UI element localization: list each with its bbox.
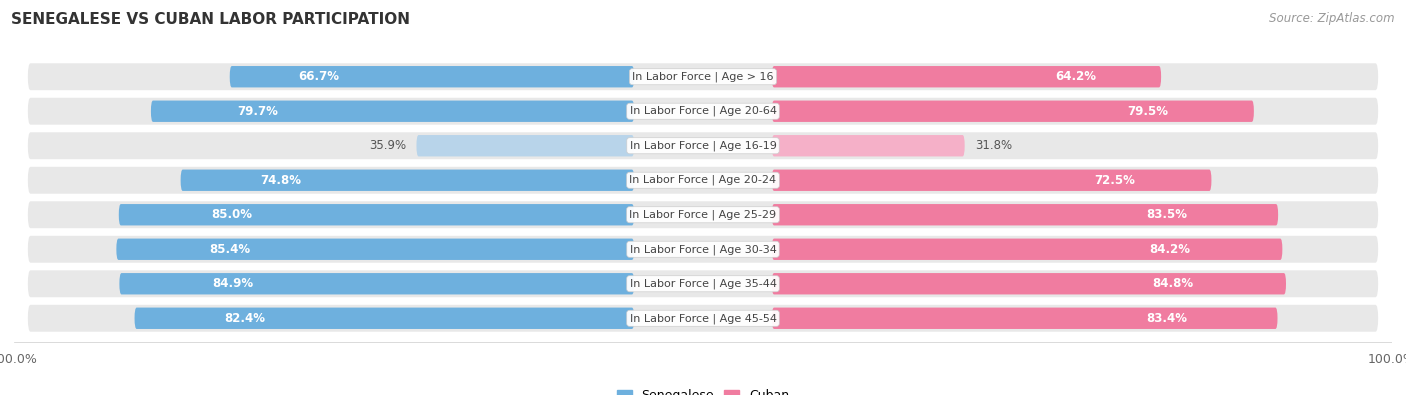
Text: In Labor Force | Age 30-34: In Labor Force | Age 30-34 bbox=[630, 244, 776, 254]
FancyBboxPatch shape bbox=[772, 66, 1161, 87]
Text: 83.5%: 83.5% bbox=[1146, 208, 1187, 221]
Text: 85.0%: 85.0% bbox=[212, 208, 253, 221]
FancyBboxPatch shape bbox=[772, 273, 1286, 294]
Text: In Labor Force | Age > 16: In Labor Force | Age > 16 bbox=[633, 71, 773, 82]
Text: 82.4%: 82.4% bbox=[224, 312, 264, 325]
Text: 79.7%: 79.7% bbox=[236, 105, 277, 118]
FancyBboxPatch shape bbox=[28, 98, 1378, 125]
Text: 72.5%: 72.5% bbox=[1094, 174, 1135, 187]
Text: In Labor Force | Age 35-44: In Labor Force | Age 35-44 bbox=[630, 278, 776, 289]
FancyBboxPatch shape bbox=[28, 201, 1378, 228]
Text: In Labor Force | Age 45-54: In Labor Force | Age 45-54 bbox=[630, 313, 776, 324]
Text: 79.5%: 79.5% bbox=[1128, 105, 1168, 118]
Text: 74.8%: 74.8% bbox=[260, 174, 301, 187]
FancyBboxPatch shape bbox=[772, 135, 965, 156]
Text: In Labor Force | Age 20-64: In Labor Force | Age 20-64 bbox=[630, 106, 776, 117]
Text: 84.2%: 84.2% bbox=[1150, 243, 1191, 256]
FancyBboxPatch shape bbox=[120, 273, 634, 294]
Text: SENEGALESE VS CUBAN LABOR PARTICIPATION: SENEGALESE VS CUBAN LABOR PARTICIPATION bbox=[11, 12, 411, 27]
Text: Source: ZipAtlas.com: Source: ZipAtlas.com bbox=[1270, 12, 1395, 25]
FancyBboxPatch shape bbox=[772, 101, 1254, 122]
FancyBboxPatch shape bbox=[28, 167, 1378, 194]
FancyBboxPatch shape bbox=[118, 204, 634, 226]
Text: In Labor Force | Age 25-29: In Labor Force | Age 25-29 bbox=[630, 209, 776, 220]
FancyBboxPatch shape bbox=[772, 239, 1282, 260]
Text: In Labor Force | Age 16-19: In Labor Force | Age 16-19 bbox=[630, 141, 776, 151]
Text: 35.9%: 35.9% bbox=[368, 139, 406, 152]
FancyBboxPatch shape bbox=[772, 169, 1212, 191]
FancyBboxPatch shape bbox=[117, 239, 634, 260]
Text: 66.7%: 66.7% bbox=[298, 70, 339, 83]
FancyBboxPatch shape bbox=[229, 66, 634, 87]
FancyBboxPatch shape bbox=[416, 135, 634, 156]
Text: 64.2%: 64.2% bbox=[1054, 70, 1097, 83]
FancyBboxPatch shape bbox=[772, 204, 1278, 226]
FancyBboxPatch shape bbox=[28, 132, 1378, 159]
Text: 84.8%: 84.8% bbox=[1153, 277, 1194, 290]
Legend: Senegalese, Cuban: Senegalese, Cuban bbox=[612, 384, 794, 395]
Text: In Labor Force | Age 20-24: In Labor Force | Age 20-24 bbox=[630, 175, 776, 186]
Text: 84.9%: 84.9% bbox=[212, 277, 253, 290]
FancyBboxPatch shape bbox=[150, 101, 634, 122]
FancyBboxPatch shape bbox=[28, 236, 1378, 263]
FancyBboxPatch shape bbox=[28, 63, 1378, 90]
Text: 85.4%: 85.4% bbox=[209, 243, 250, 256]
Text: 31.8%: 31.8% bbox=[974, 139, 1012, 152]
Text: 83.4%: 83.4% bbox=[1146, 312, 1187, 325]
FancyBboxPatch shape bbox=[135, 308, 634, 329]
FancyBboxPatch shape bbox=[28, 305, 1378, 332]
FancyBboxPatch shape bbox=[28, 270, 1378, 297]
FancyBboxPatch shape bbox=[180, 169, 634, 191]
FancyBboxPatch shape bbox=[772, 308, 1278, 329]
